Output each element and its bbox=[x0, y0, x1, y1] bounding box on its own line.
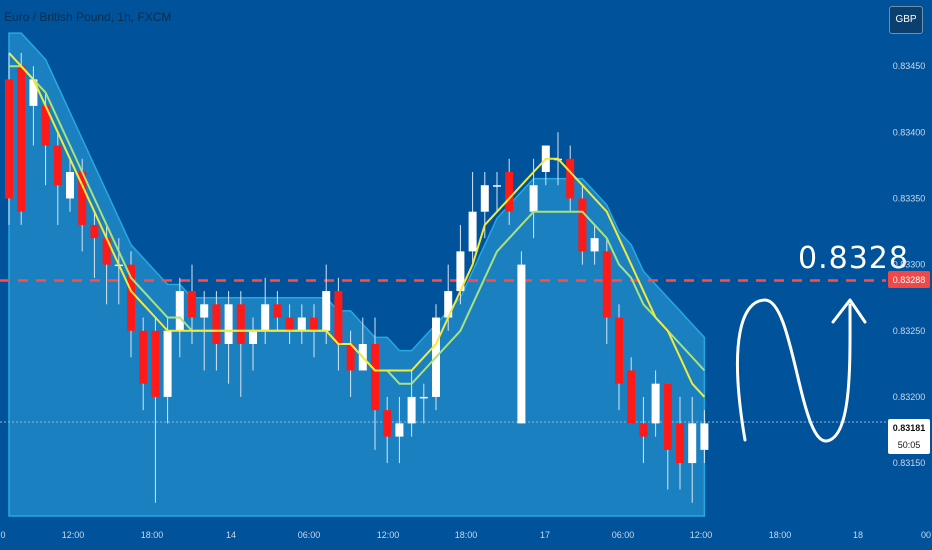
bullish-candle bbox=[456, 251, 465, 292]
bearish-candle bbox=[310, 317, 318, 331]
bearish-candle bbox=[566, 158, 575, 199]
bullish-candle bbox=[175, 291, 184, 331]
bearish-candle bbox=[139, 330, 148, 384]
bearish-candle bbox=[663, 383, 672, 450]
bullish-candle bbox=[261, 304, 270, 331]
bullish-candle bbox=[651, 383, 660, 424]
bullish-candle bbox=[590, 238, 599, 252]
bearish-candle bbox=[383, 410, 392, 437]
bearish-candle bbox=[346, 344, 355, 371]
bullish-candle bbox=[517, 264, 526, 424]
bar-countdown: 50:05 bbox=[898, 440, 921, 450]
price-tick-label: 0.83300 bbox=[893, 260, 926, 270]
price-tick-label: 0.83350 bbox=[893, 193, 926, 203]
candles bbox=[5, 52, 709, 503]
bearish-candle bbox=[676, 423, 684, 464]
price-tick-label: 0.83150 bbox=[893, 458, 926, 468]
bullish-candle bbox=[66, 172, 74, 199]
bearish-candle bbox=[578, 198, 587, 252]
bullish-candle bbox=[322, 291, 331, 331]
last-price-tag-label: 0.83181 bbox=[893, 423, 926, 433]
bearish-candle bbox=[41, 105, 50, 146]
bullish-candle bbox=[29, 79, 38, 106]
bearish-candle bbox=[151, 330, 160, 397]
last-price-tag bbox=[888, 419, 930, 454]
projection-arrow-head bbox=[831, 298, 867, 324]
bullish-candle bbox=[419, 396, 428, 399]
bearish-candle bbox=[285, 317, 294, 331]
time-tick-label: 12:00 bbox=[377, 530, 400, 540]
price-tick-label: 0.83200 bbox=[893, 392, 926, 402]
bearish-candle bbox=[334, 291, 343, 344]
bearish-candle bbox=[639, 423, 648, 437]
time-tick-label: 18:00 bbox=[455, 530, 478, 540]
bearish-candle bbox=[236, 304, 245, 344]
bullish-candle bbox=[468, 211, 477, 252]
bearish-candle bbox=[90, 224, 99, 239]
bullish-candle bbox=[249, 330, 257, 344]
bearish-candle bbox=[53, 145, 62, 186]
time-tick-label: 12:00 bbox=[62, 530, 85, 540]
time-tick-label: 0 bbox=[0, 530, 5, 540]
bearish-candle bbox=[17, 66, 26, 212]
bearish-candle bbox=[212, 304, 221, 344]
bullish-candle bbox=[163, 330, 172, 397]
bearish-candle bbox=[371, 344, 379, 411]
bullish-candle bbox=[444, 291, 453, 318]
time-tick-label: 18:00 bbox=[769, 530, 792, 540]
bullish-candle bbox=[688, 423, 697, 464]
price-tick-label: 0.83400 bbox=[893, 127, 926, 137]
time-tick-label: 06:00 bbox=[298, 530, 321, 540]
currency-button[interactable]: GBP bbox=[889, 6, 923, 34]
bearish-candle bbox=[273, 304, 282, 318]
target-price-tag-label: 0.83288 bbox=[893, 275, 926, 285]
target-annotation: 0.8328 bbox=[798, 241, 909, 276]
price-axis: 0.83450 0.83400 0.83350 0.83300 0.83250 0.832… bbox=[893, 61, 926, 468]
time-tick-label: 06:00 bbox=[612, 530, 635, 540]
symbol-title: Euro / British Pound, 1h, FXCM bbox=[4, 10, 172, 24]
time-tick-label: 18:00 bbox=[141, 530, 164, 540]
bullish-candle bbox=[395, 423, 404, 437]
time-tick-label: 18 bbox=[853, 530, 863, 540]
time-tick-label: 00 bbox=[921, 530, 931, 540]
price-tick-label: 0.83450 bbox=[893, 61, 926, 71]
bullish-candle bbox=[297, 317, 306, 331]
bullish-candle bbox=[700, 423, 709, 450]
bearish-candle bbox=[102, 238, 111, 265]
bearish-candle bbox=[78, 172, 87, 225]
time-tick-label: 12:00 bbox=[690, 530, 713, 540]
bullish-candle bbox=[529, 185, 538, 212]
bearish-candle bbox=[188, 291, 196, 318]
bearish-candle bbox=[602, 251, 611, 318]
time-axis: 0 12:00 18:00 14 06:00 12:00 18:00 17 06:00 12:00… bbox=[0, 530, 931, 540]
time-tick-label: 17 bbox=[540, 530, 550, 540]
bullish-candle bbox=[200, 304, 209, 318]
time-tick-label: 14 bbox=[226, 530, 236, 540]
bearish-candle bbox=[505, 172, 514, 212]
bullish-candle bbox=[224, 304, 233, 344]
bearish-candle bbox=[5, 79, 13, 199]
price-tick-label: 0.83250 bbox=[893, 326, 926, 336]
fast-moving-average-line bbox=[8, 52, 706, 398]
target-price-tag bbox=[888, 271, 930, 288]
bearish-candle bbox=[615, 317, 623, 384]
bullish-candle bbox=[407, 396, 416, 424]
bearish-candle bbox=[627, 370, 636, 424]
bearish-candle bbox=[127, 264, 135, 331]
bullish-candle bbox=[480, 185, 489, 212]
projection-wave-arrow bbox=[735, 298, 852, 443]
bullish-candle bbox=[493, 185, 501, 187]
